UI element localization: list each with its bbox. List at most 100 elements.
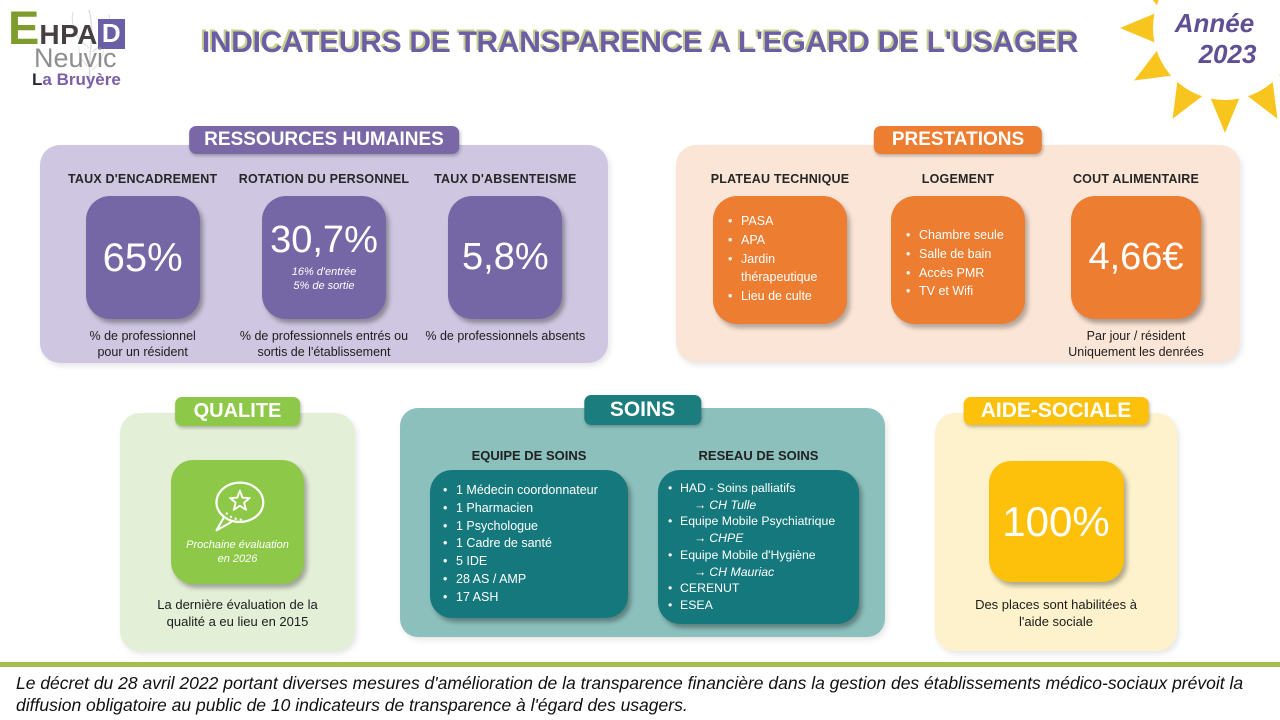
list-item: Equipe Mobile d'Hygiène — [668, 547, 853, 564]
stat-caption: % de professionnels entrés ou sortis de … — [239, 329, 409, 360]
logement-column: LOGEMENT Chambre seule Salle de bain Acc… — [870, 172, 1046, 361]
stat-subnote-line: 5% de sortie — [293, 280, 355, 293]
aide-value-box: 100% — [988, 461, 1124, 582]
stat-value: 65% — [102, 235, 183, 280]
stat-value-box: 30,7% 16% d'entrée 5% de sortie — [261, 196, 386, 319]
stat-taux-absenteisme: TAUX D'ABSENTEISME 5,8% % de professionn… — [415, 172, 596, 361]
list-item: HAD - Soins palliatifs — [668, 480, 853, 497]
reseau-de-soins-column: RESEAU DE SOINS HAD - Soins palliatifs →… — [658, 448, 859, 624]
ehpad-logo: EHPA D Neuvic La Bruyère — [8, 4, 138, 90]
plateau-technique-list: PASA APA Jardin thérapeutique Lieu de cu… — [727, 212, 839, 306]
list-item: 17 ASH — [442, 589, 620, 607]
logo-subname-initial: L — [32, 70, 43, 89]
list-item: Accès PMR — [905, 264, 1017, 283]
aide-caption: Des places sont habilitées à l'aide soci… — [975, 597, 1137, 629]
logo-letter-e: E — [8, 1, 40, 54]
list-subitem: → CH Mauriac — [668, 564, 853, 581]
list-subitem-text: CH Mauriac — [709, 564, 775, 579]
list-subitem-text: CHPE — [709, 531, 744, 546]
stat-label: TAUX D'ENCADREMENT — [67, 172, 218, 186]
list-subitem-text: CH Tulle — [709, 497, 757, 512]
page-title: INDICATEURS DE TRANSPARENCE A L'EGARD DE… — [201, 26, 1079, 59]
list-item: Lieu de culte — [727, 287, 839, 306]
stat-caption: % de professionnels absents — [425, 329, 586, 343]
cout-value: 4,66€ — [1088, 235, 1184, 278]
list-item: 1 Médecin coordonnateur — [442, 482, 620, 500]
speech-bubble-star-icon — [214, 481, 264, 532]
qualite-badge-line: Prochaine évaluation — [186, 538, 289, 551]
list-item: 1 Psychologue — [442, 518, 620, 536]
sun-icon — [1120, 0, 1280, 133]
arrow-right-icon: → — [694, 564, 707, 579]
column-label: COUT ALIMENTAIRE — [1072, 172, 1200, 186]
soins-columns: EQUIPE DE SOINS 1 Médecin coordonnateur … — [400, 408, 885, 624]
list-subitem: → CHPE — [668, 530, 853, 547]
plateau-technique-column: PLATEAU TECHNIQUE PASA APA Jardin thérap… — [692, 172, 868, 361]
stat-label: ROTATION DU PERSONNEL — [238, 172, 410, 186]
qualite-caption: La dernière évaluation de la qualité a e… — [157, 597, 318, 629]
cout-caption-line: Par jour / résident — [1086, 329, 1186, 343]
logo-city: Neuvic — [34, 43, 117, 73]
qualite-badge-line: en 2026 — [217, 553, 258, 565]
logo-subname: La Bruyère — [32, 70, 138, 90]
column-label: LOGEMENT — [921, 172, 995, 186]
arrow-right-icon: → — [694, 497, 707, 512]
section-title-prestations: PRESTATIONS — [873, 126, 1043, 154]
section-prestations: PRESTATIONS PLATEAU TECHNIQUE PASA APA J… — [676, 126, 1240, 362]
list-item: 1 Pharmacien — [442, 500, 620, 518]
equipe-de-soins-list: 1 Médecin coordonnateur 1 Pharmacien 1 P… — [442, 482, 620, 606]
list-item: 28 AS / AMP — [442, 571, 620, 589]
list-item: Jardin thérapeutique — [727, 250, 839, 288]
logo-subname-rest: a Bruyère — [42, 70, 121, 89]
section-title-soins: SOINS — [583, 395, 702, 425]
section-aide-sociale: AIDE-SOCIALE 100% Des places sont habili… — [935, 397, 1177, 651]
section-ressources-humaines: RESSOURCES HUMAINES TAUX D'ENCADREMENT 6… — [40, 126, 608, 363]
column-label: PLATEAU TECHNIQUE — [710, 172, 850, 186]
year-badge-word: Année — [1174, 8, 1255, 38]
qualite-badge-box: Prochaine évaluation en 2026 — [171, 460, 304, 584]
cout-caption: Par jour / résident Uniquement les denré… — [1048, 328, 1224, 361]
list-item: ESEA — [668, 597, 853, 614]
logo-letters-hpa: HPA — [39, 19, 98, 50]
list-item: PASA — [727, 212, 839, 231]
stat-caption: % de professionnel pour un résident — [89, 329, 196, 360]
list-item: TV et Wifi — [905, 282, 1017, 301]
stat-value-box: 5,8% — [448, 196, 563, 319]
stat-value-box: 65% — [85, 196, 200, 319]
section-soins: SOINS EQUIPE DE SOINS 1 Médecin coordonn… — [400, 395, 885, 637]
list-item: CERENUT — [668, 580, 853, 597]
cout-value-box: 4,66€ — [1071, 196, 1201, 319]
cout-caption-line: Uniquement les denrées — [1068, 345, 1204, 360]
section-qualite: QUALITE Prochaine évaluation en 2026 La … — [120, 397, 355, 651]
aide-value: 100% — [1002, 497, 1110, 545]
logement-list: Chambre seule Salle de bain Accès PMR TV… — [905, 226, 1017, 301]
list-item: 1 Cadre de santé — [442, 535, 620, 553]
logement-box: Chambre seule Salle de bain Accès PMR TV… — [891, 196, 1025, 324]
section-title-qualite: QUALITE — [174, 397, 301, 426]
list-item: 5 IDE — [442, 553, 620, 571]
year-badge: Année 2023 — [1157, 8, 1272, 69]
column-label: EQUIPE DE SOINS — [471, 448, 587, 463]
prestations-columns: PLATEAU TECHNIQUE PASA APA Jardin thérap… — [676, 145, 1240, 361]
rh-columns: TAUX D'ENCADREMENT 65% % de professionne… — [40, 145, 608, 361]
plateau-technique-box: PASA APA Jardin thérapeutique Lieu de cu… — [713, 196, 847, 324]
qualite-badge-text: Prochaine évaluation en 2026 — [186, 538, 289, 567]
list-subitem: → CH Tulle — [668, 497, 853, 514]
footer-note: Le décret du 28 avril 2022 portant diver… — [16, 673, 1244, 716]
stat-subnote: 16% d'entrée 5% de sortie — [292, 265, 356, 295]
stat-label: TAUX D'ABSENTEISME — [434, 172, 577, 186]
footer-divider — [0, 662, 1280, 667]
stat-taux-encadrement: TAUX D'ENCADREMENT 65% % de professionne… — [52, 172, 233, 361]
reseau-de-soins-box: HAD - Soins palliatifs →CH Tulle Equipe … — [658, 470, 859, 624]
logo-letter-d-box: D — [97, 18, 125, 49]
arrow-right-icon: → — [694, 531, 707, 546]
year-badge-year: 2023 — [1198, 38, 1257, 69]
section-title-ressources-humaines: RESSOURCES HUMAINES — [189, 126, 459, 154]
stat-value: 5,8% — [462, 235, 549, 278]
list-item: Equipe Mobile Psychiatrique — [668, 513, 853, 530]
list-item: APA — [727, 231, 839, 250]
list-item: Chambre seule — [905, 226, 1017, 245]
list-item: Salle de bain — [905, 245, 1017, 264]
stat-subnote-line: 16% d'entrée — [291, 265, 357, 278]
